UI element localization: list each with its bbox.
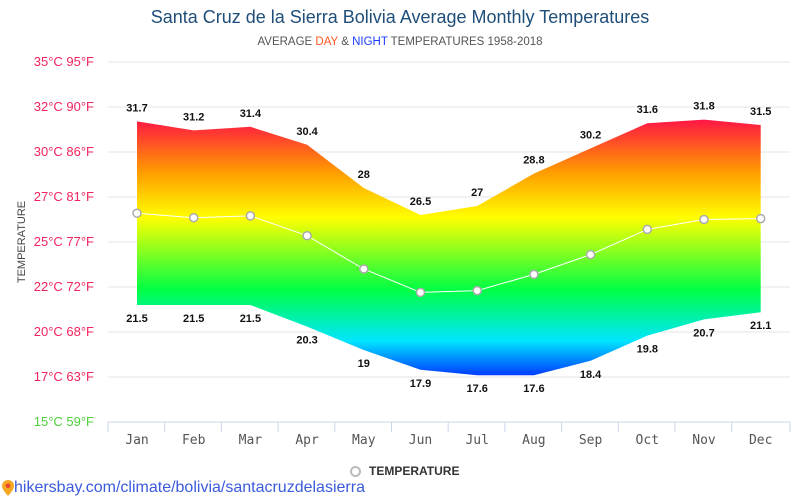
day-data-label: 31.2 — [183, 111, 204, 123]
subtitle-night: NIGHT — [352, 36, 388, 48]
day-data-label: 31.6 — [637, 104, 658, 116]
subtitle-text: TEMPERATURES 1958-2018 — [387, 36, 543, 48]
y-axis-label: TEMPERATURE — [16, 201, 28, 283]
night-data-label: 21.5 — [126, 313, 147, 325]
average-point — [302, 230, 312, 241]
x-tick-label: Apr — [295, 433, 319, 448]
average-point — [642, 224, 653, 235]
night-data-label: 21.1 — [750, 320, 771, 332]
chart-subtitle: AVERAGE DAY & NIGHT TEMPERATURES 1958-20… — [0, 36, 800, 48]
night-data-label: 17.9 — [410, 378, 431, 390]
average-point — [472, 285, 482, 296]
y-tick-label: 35°C 95°F — [34, 54, 94, 69]
average-point — [359, 264, 369, 274]
x-tick-label: Jul — [465, 433, 488, 448]
x-tick-label: May — [352, 433, 376, 448]
legend-label: TEMPERATURE — [369, 464, 460, 478]
x-tick-label: Mar — [239, 433, 263, 448]
x-tick-label: Dec — [749, 433, 772, 448]
day-data-label: 31.8 — [693, 101, 714, 113]
night-data-label: 19.8 — [637, 344, 658, 356]
day-data-label: 26.5 — [410, 196, 431, 208]
day-data-label: 30.4 — [296, 126, 318, 138]
chart-title: Santa Cruz de la Sierra Bolivia Average … — [150, 7, 650, 27]
day-data-label: 27 — [471, 187, 483, 199]
day-data-label: 28 — [358, 169, 370, 181]
day-data-label: 30.2 — [580, 129, 601, 141]
average-point — [132, 208, 142, 218]
average-point — [529, 269, 539, 280]
x-tick-label: Nov — [692, 433, 716, 448]
average-point — [415, 287, 426, 298]
average-point — [585, 249, 596, 260]
source-link[interactable]: hikersbay.com/climate/bolivia/santacruzd… — [2, 479, 365, 497]
map-pin-icon — [2, 480, 14, 496]
y-tick-label: 15°C 59°F — [34, 414, 94, 429]
night-data-label: 21.5 — [240, 313, 261, 325]
source-link-text[interactable]: hikersbay.com/climate/bolivia/santacruzd… — [14, 479, 365, 496]
subtitle-text: & — [338, 36, 353, 48]
y-tick-label: 25°C 77°F — [34, 234, 94, 249]
day-data-label: 31.5 — [750, 106, 771, 118]
day-data-label: 31.4 — [240, 108, 262, 120]
night-data-label: 17.6 — [466, 383, 487, 395]
night-data-label: 21.5 — [183, 313, 204, 325]
x-tick-label: Aug — [522, 433, 545, 448]
x-tick-label: Feb — [182, 433, 206, 448]
x-tick-label: Jan — [125, 433, 148, 448]
subtitle-day: DAY — [315, 36, 338, 48]
night-data-label: 17.6 — [523, 383, 544, 395]
x-tick-label: Oct — [636, 433, 659, 448]
subtitle-text: AVERAGE — [257, 36, 316, 48]
x-tick-label: Sep — [579, 433, 603, 448]
average-point — [699, 214, 709, 225]
y-tick-label: 32°C 90°F — [34, 99, 94, 114]
average-point — [245, 211, 256, 221]
night-data-label: 18.4 — [580, 369, 602, 381]
night-data-label: 20.7 — [693, 327, 714, 339]
night-data-label: 19 — [358, 358, 370, 370]
y-tick-label: 17°C 63°F — [34, 369, 94, 384]
average-point — [188, 212, 199, 223]
day-night-range-area — [137, 119, 761, 376]
x-tick-label: Jun — [409, 433, 432, 448]
y-tick-label: 30°C 86°F — [34, 144, 94, 159]
average-line — [136, 212, 761, 293]
y-tick-label: 20°C 68°F — [34, 324, 94, 339]
y-tick-label: 22°C 72°F — [34, 279, 94, 294]
day-data-label: 28.8 — [523, 155, 544, 167]
legend-item-temperature[interactable]: TEMPERATURE — [350, 464, 459, 478]
night-data-label: 20.3 — [296, 335, 317, 347]
day-data-label: 31.7 — [126, 102, 147, 114]
legend-marker-icon — [350, 465, 361, 477]
y-tick-label: 27°C 81°F — [34, 189, 94, 204]
average-point — [755, 213, 766, 224]
